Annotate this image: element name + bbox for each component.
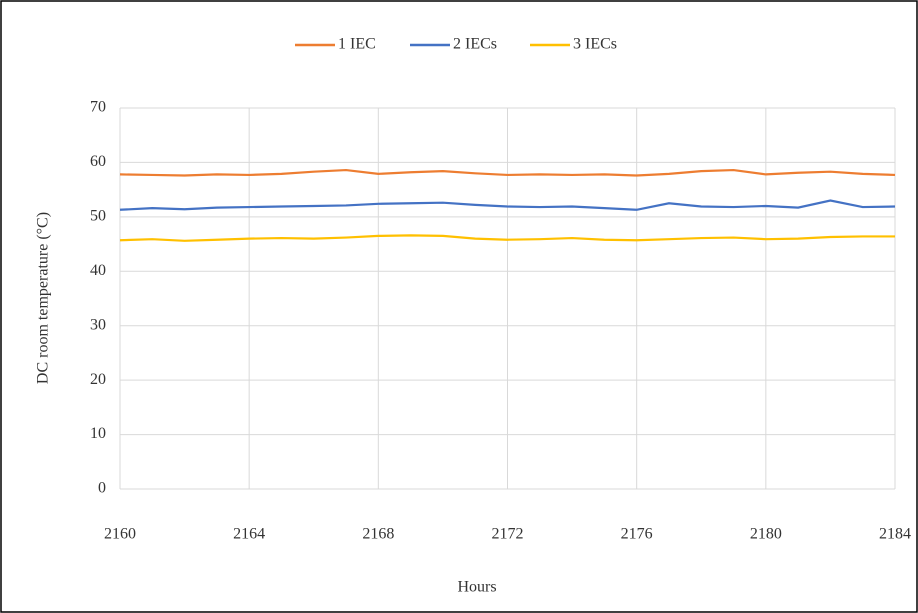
x-tick-label: 2160 — [104, 526, 136, 543]
x-tick-label: 2168 — [362, 526, 394, 543]
y-tick-label: 60 — [90, 153, 106, 170]
x-tick-label: 2164 — [233, 526, 265, 543]
legend-label: 1 IEC — [338, 36, 376, 53]
page: Hours DC room temperature (°C) 0 10 20 30 40… — [0, 0, 918, 613]
x-tick-label: 2176 — [621, 526, 653, 543]
y-tick-label: 70 — [90, 99, 106, 116]
legend-label: 3 IECs — [573, 36, 617, 53]
chart: Hours DC room temperature (°C) 0 10 20 30 40… — [0, 0, 918, 613]
y-axis-title: DC room temperature (°C) — [35, 212, 52, 384]
y-tick-label: 50 — [90, 208, 106, 225]
y-tick-label: 20 — [90, 371, 106, 388]
y-tick-label: 40 — [90, 262, 106, 279]
y-tick-label: 10 — [90, 425, 106, 442]
x-tick-label: 2172 — [492, 526, 524, 543]
frame — [1, 1, 917, 612]
y-tick-label: 30 — [90, 316, 106, 333]
y-tick-label: 0 — [98, 480, 106, 497]
x-axis-title: Hours — [457, 579, 496, 596]
legend-label: 2 IECs — [453, 36, 497, 53]
x-tick-label: 2184 — [879, 526, 911, 543]
x-tick-label: 2180 — [750, 526, 782, 543]
